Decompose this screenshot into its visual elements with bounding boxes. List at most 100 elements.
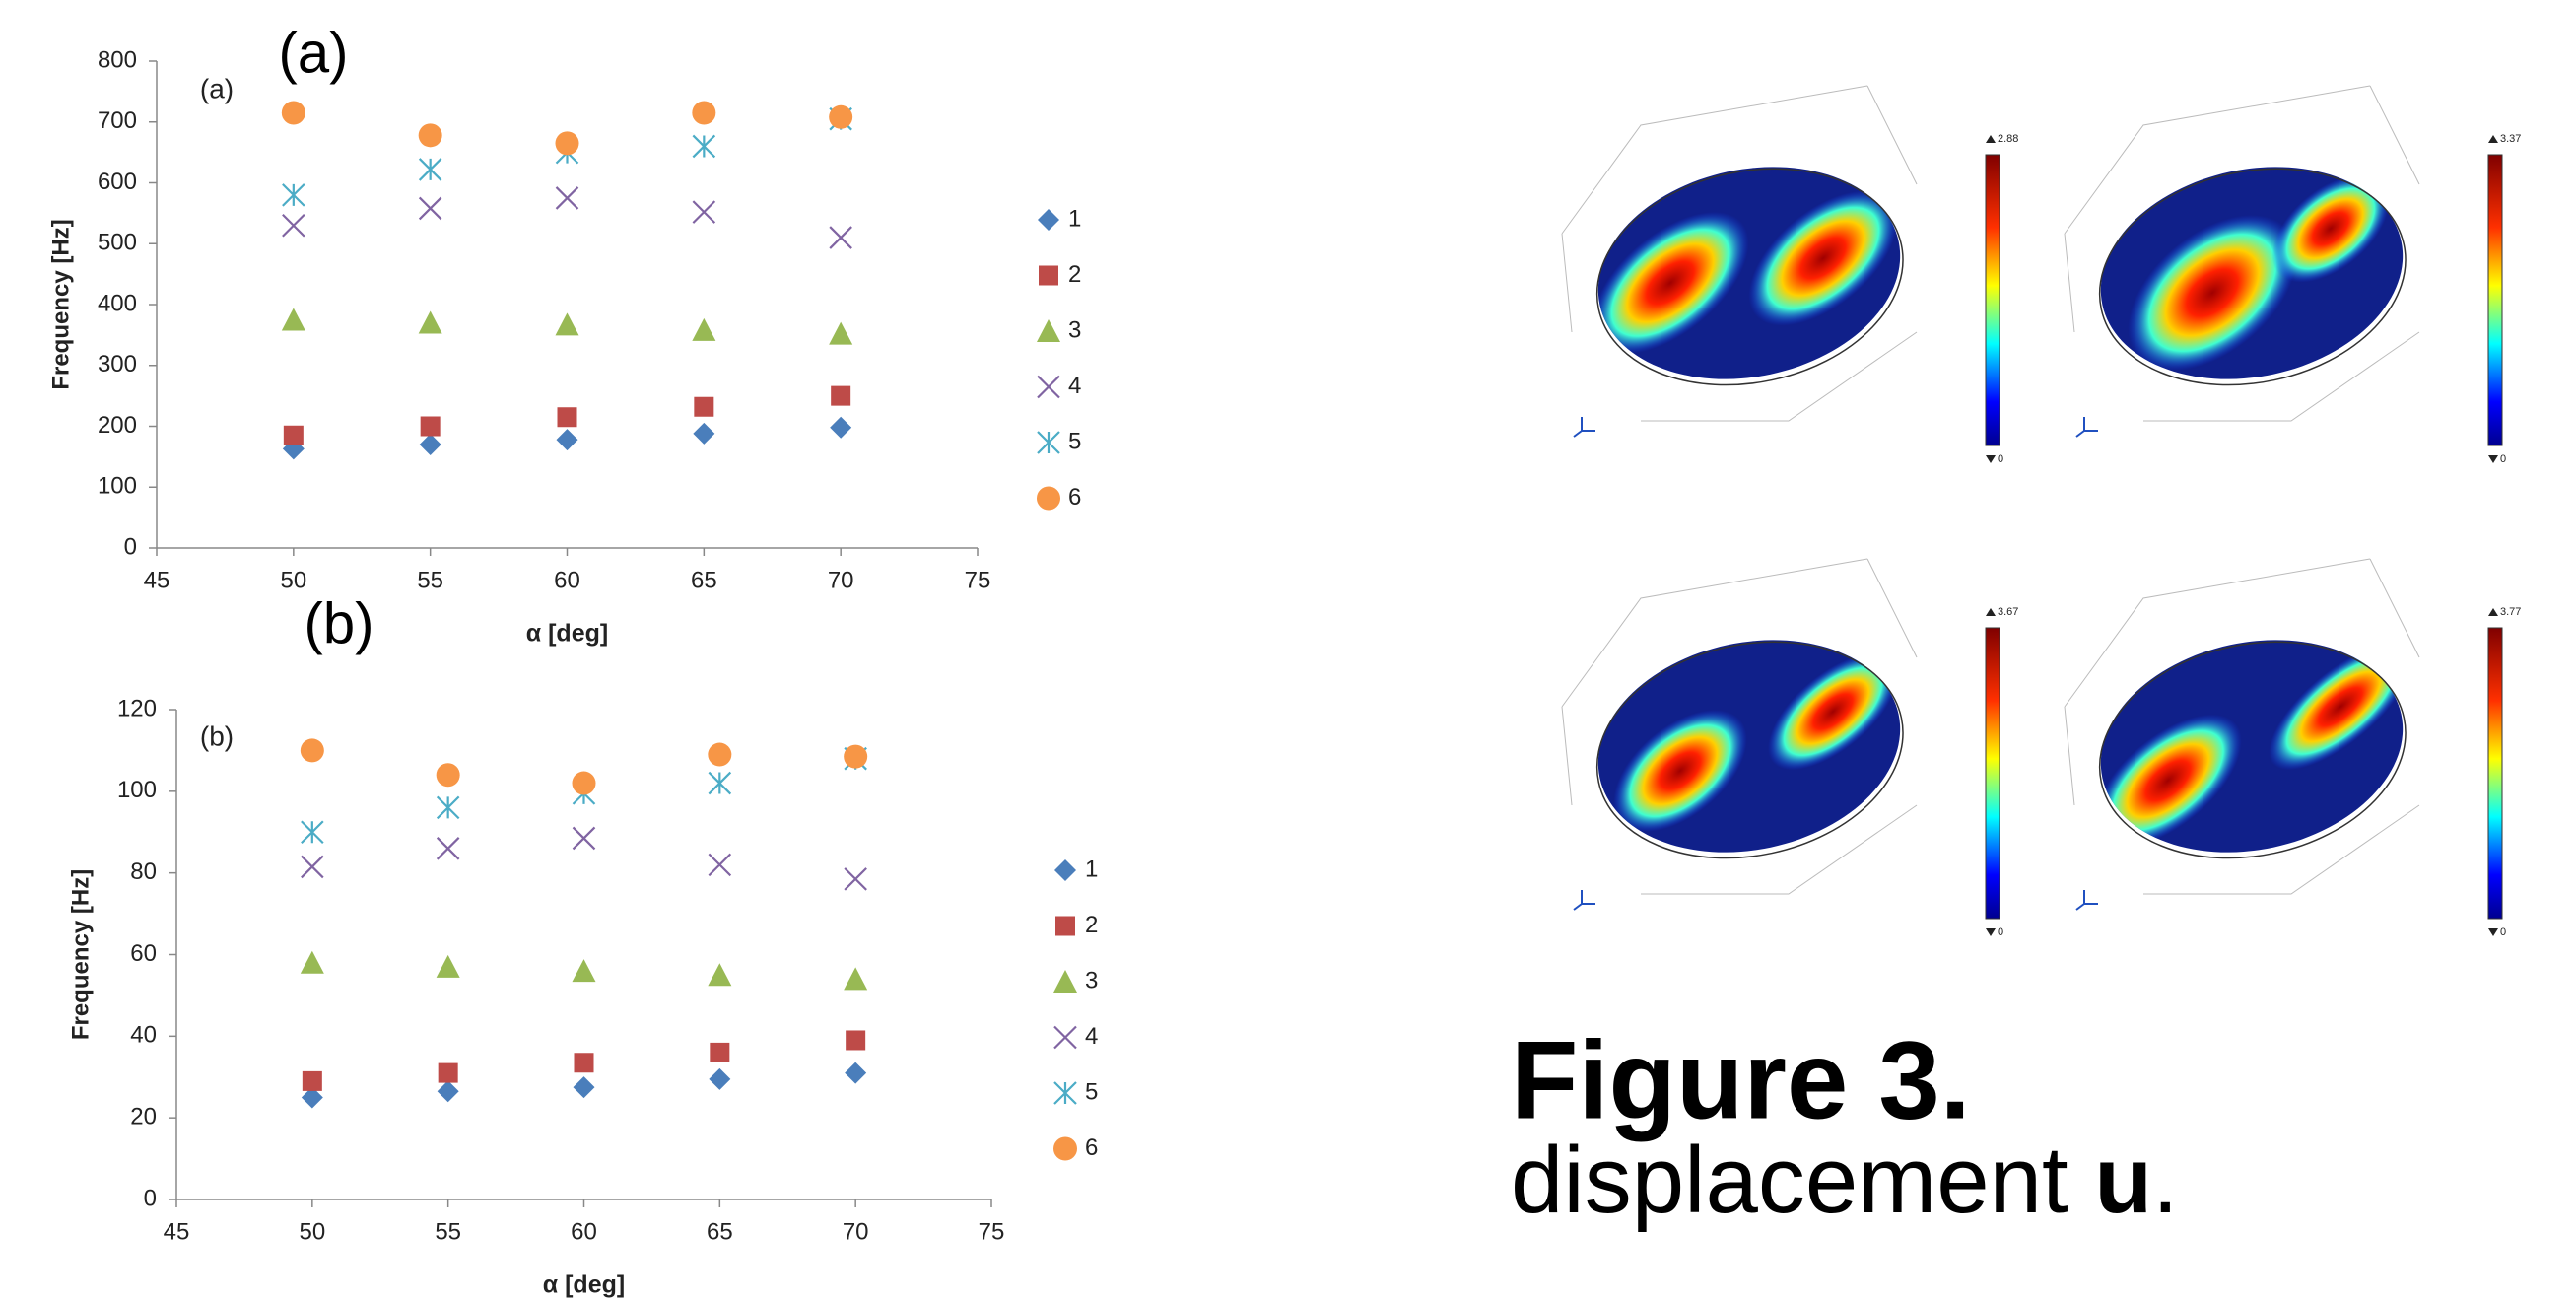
legend-label: 2 bbox=[1085, 912, 1098, 938]
x-tick-label: 60 bbox=[554, 567, 580, 593]
data-point bbox=[575, 1053, 594, 1072]
y-tick-label: 80 bbox=[130, 858, 157, 885]
caption-word: displacement bbox=[1511, 1128, 2068, 1233]
data-point bbox=[574, 827, 595, 849]
legend-label: 3 bbox=[1068, 316, 1081, 343]
data-point bbox=[437, 763, 460, 787]
data-point bbox=[302, 856, 323, 877]
data-point bbox=[830, 417, 851, 439]
legend-marker bbox=[1053, 1137, 1077, 1161]
max-marker bbox=[2488, 608, 2498, 616]
y-tick-label: 100 bbox=[117, 777, 157, 803]
legend-label: 2 bbox=[1068, 261, 1081, 288]
data-point bbox=[844, 967, 867, 990]
panel-label: (b) bbox=[305, 591, 374, 655]
data-point bbox=[573, 959, 596, 982]
legend-marker bbox=[1037, 487, 1060, 511]
x-axis-title: α [deg] bbox=[526, 620, 608, 648]
legend-marker bbox=[1039, 266, 1058, 286]
simulation-plot: 3.37 0 bbox=[2065, 86, 2521, 465]
axis-triad bbox=[2076, 417, 2098, 437]
axis-triad bbox=[1574, 890, 1595, 910]
data-point bbox=[557, 187, 578, 209]
data-point bbox=[831, 386, 850, 406]
colorbar bbox=[2488, 155, 2502, 445]
y-tick-label: 400 bbox=[98, 290, 137, 316]
data-point bbox=[694, 397, 713, 417]
x-tick-label: 70 bbox=[828, 567, 854, 593]
axis-triad bbox=[1574, 417, 1595, 437]
x-tick-label: 50 bbox=[280, 567, 306, 593]
x-tick-label: 45 bbox=[144, 567, 170, 593]
min-marker bbox=[2488, 928, 2498, 936]
y-tick-label: 120 bbox=[117, 695, 157, 721]
x-tick-label: 75 bbox=[965, 567, 991, 593]
inner-label: (a) bbox=[200, 73, 234, 103]
data-point bbox=[709, 854, 730, 875]
colorbar bbox=[2488, 628, 2502, 919]
x-tick-label: 75 bbox=[979, 1218, 1005, 1245]
legend-marker bbox=[1038, 377, 1059, 398]
legend-marker bbox=[1037, 319, 1060, 342]
colorbar-max: 2.88 bbox=[1998, 133, 2018, 145]
y-tick-label: 100 bbox=[98, 473, 137, 500]
data-point bbox=[421, 417, 441, 437]
data-point bbox=[419, 123, 442, 147]
caption-title: Figure 3. bbox=[1511, 1019, 1971, 1142]
y-tick-label: 300 bbox=[98, 351, 137, 377]
y-tick-label: 0 bbox=[144, 1185, 157, 1211]
y-tick-label: 0 bbox=[124, 533, 137, 560]
colorbar-max: 3.37 bbox=[2500, 133, 2521, 145]
data-point bbox=[557, 429, 578, 450]
axis-triad bbox=[2076, 890, 2098, 910]
simulation-plot: 3.670 bbox=[1562, 559, 2018, 938]
data-point bbox=[301, 738, 324, 762]
x-tick-label: 50 bbox=[299, 1218, 325, 1245]
x-tick-label: 55 bbox=[435, 1218, 461, 1245]
data-point bbox=[284, 426, 304, 445]
legend-marker bbox=[1054, 1082, 1076, 1104]
data-point bbox=[303, 1071, 322, 1091]
data-point bbox=[556, 312, 579, 335]
data-point bbox=[844, 745, 867, 769]
data-point bbox=[829, 105, 852, 129]
y-tick-label: 40 bbox=[130, 1022, 157, 1049]
legend-label: 6 bbox=[1068, 484, 1081, 511]
data-point bbox=[420, 434, 441, 455]
inner-label: (b) bbox=[200, 720, 234, 751]
data-point bbox=[419, 311, 442, 334]
y-tick-label: 800 bbox=[98, 46, 137, 73]
data-point bbox=[693, 135, 714, 157]
min-marker bbox=[1986, 928, 1996, 936]
y-tick-label: 700 bbox=[98, 107, 137, 134]
data-point bbox=[573, 772, 596, 795]
colorbar-min: 0 bbox=[2500, 926, 2506, 938]
legend-label: 5 bbox=[1068, 428, 1081, 454]
y-tick-label: 200 bbox=[98, 412, 137, 439]
colorbar-min: 0 bbox=[1998, 453, 2003, 465]
plate-base bbox=[2081, 613, 2423, 879]
min-marker bbox=[2488, 455, 2498, 463]
x-tick-label: 55 bbox=[417, 567, 443, 593]
data-point bbox=[420, 197, 441, 219]
data-point bbox=[282, 101, 305, 124]
data-point bbox=[439, 1063, 458, 1083]
y-tick-label: 60 bbox=[130, 940, 157, 967]
caption-bold: u bbox=[2094, 1128, 2152, 1233]
simulation-plot: 3.770 bbox=[2065, 559, 2521, 938]
data-point bbox=[846, 1030, 865, 1050]
data-point bbox=[709, 773, 730, 794]
legend-marker bbox=[1054, 859, 1076, 881]
legend-marker bbox=[1053, 970, 1077, 993]
data-point bbox=[692, 318, 715, 341]
colorbar-min: 0 bbox=[2500, 453, 2506, 465]
caption-end: . bbox=[2152, 1128, 2179, 1233]
colorbar bbox=[1986, 628, 2000, 919]
data-point bbox=[301, 951, 324, 974]
data-point bbox=[556, 131, 579, 155]
data-point bbox=[558, 407, 577, 427]
legend-label: 3 bbox=[1085, 967, 1098, 994]
figure: Figure 3. displacement u. 01002003004005… bbox=[0, 0, 2576, 1302]
data-point bbox=[708, 743, 731, 767]
plate-base bbox=[1579, 613, 1921, 879]
